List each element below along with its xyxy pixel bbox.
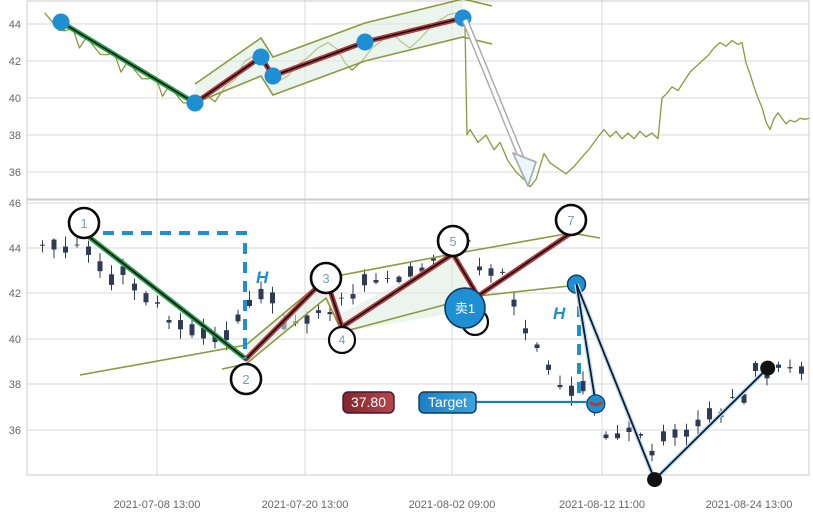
svg-text:2: 2 [242, 372, 249, 387]
svg-text:42: 42 [9, 56, 21, 68]
svg-text:2021-08-24 13:00: 2021-08-24 13:00 [706, 499, 793, 511]
svg-text:4: 4 [339, 333, 346, 347]
svg-text:44: 44 [9, 19, 21, 31]
svg-text:3: 3 [322, 271, 329, 286]
svg-text:H: H [256, 268, 269, 287]
svg-text:36: 36 [9, 425, 21, 437]
svg-text:Target: Target [428, 394, 467, 410]
svg-text:2021-08-02 09:00: 2021-08-02 09:00 [409, 499, 496, 511]
svg-text:36: 36 [9, 167, 21, 179]
svg-text:37.80: 37.80 [351, 394, 386, 410]
svg-text:38: 38 [9, 379, 21, 391]
svg-text:2021-07-08 13:00: 2021-07-08 13:00 [114, 499, 201, 511]
svg-text:2021-07-20 13:00: 2021-07-20 13:00 [262, 499, 349, 511]
svg-text:44: 44 [9, 243, 21, 255]
svg-text:2021-08-12 11:00: 2021-08-12 11:00 [559, 499, 645, 511]
svg-text:1: 1 [80, 216, 87, 231]
svg-text:46: 46 [9, 198, 21, 210]
svg-text:38: 38 [9, 130, 21, 142]
svg-text:5: 5 [449, 234, 456, 249]
svg-text:42: 42 [9, 288, 21, 300]
svg-text:40: 40 [9, 93, 21, 105]
svg-text:卖1: 卖1 [455, 301, 475, 316]
svg-text:7: 7 [567, 213, 574, 228]
svg-text:H: H [553, 304, 566, 323]
svg-text:40: 40 [9, 334, 21, 346]
